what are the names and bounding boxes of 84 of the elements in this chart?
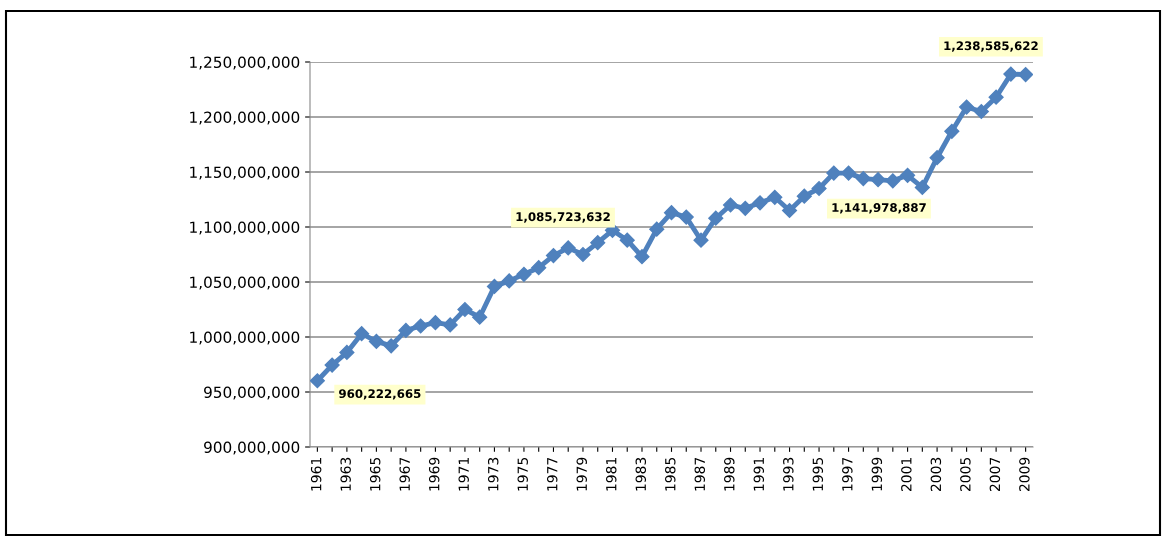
x-tick-label: 1971 — [458, 458, 469, 491]
point — [368, 333, 384, 349]
point — [959, 99, 975, 115]
point — [619, 232, 635, 248]
y-tick-label: 1,100,000,000 — [190, 221, 300, 235]
x-tick-label: 1981 — [606, 458, 617, 491]
point — [324, 357, 340, 373]
point — [870, 172, 886, 188]
point — [737, 200, 753, 216]
x-tick-label: 1989 — [724, 457, 735, 491]
point — [457, 301, 473, 318]
point — [545, 248, 562, 264]
point — [442, 317, 458, 333]
x-tick-label: 1987 — [694, 457, 706, 491]
point — [693, 232, 709, 248]
x-tick-label: 2003 — [930, 457, 942, 492]
point — [752, 195, 768, 211]
x-tick-label: 2005 — [960, 457, 971, 492]
point — [678, 209, 694, 225]
x-tick-label: 1975 — [517, 457, 528, 491]
point — [310, 373, 325, 389]
y-tick-label: 900,000,000 — [204, 441, 300, 455]
point — [590, 235, 606, 251]
x-tick-label: 1985 — [665, 457, 676, 491]
data-label: 1,238,585,622 — [944, 41, 1038, 52]
point — [811, 180, 827, 197]
point — [516, 266, 532, 282]
x-tick-label: 2009 — [1019, 457, 1030, 492]
x-tick-label: 1973 — [487, 457, 499, 491]
data-label: 1,085,723,632 — [516, 212, 610, 223]
point — [973, 103, 989, 120]
point — [885, 173, 901, 189]
data-label: 960,222,665 — [339, 389, 421, 400]
point — [663, 205, 680, 221]
point — [354, 326, 370, 342]
x-tick-label: 1969 — [428, 457, 440, 491]
point — [855, 171, 871, 187]
point — [708, 210, 724, 226]
point — [722, 197, 739, 213]
x-tick-label: 1993 — [783, 457, 794, 491]
x-tick-label: 1961 — [310, 458, 322, 491]
y-tick-label: 1,150,000,000 — [190, 166, 300, 180]
point — [929, 150, 945, 166]
point — [339, 344, 355, 360]
x-tick-label: 1991 — [753, 458, 765, 491]
x-tick-label: 1963 — [340, 457, 351, 491]
point — [781, 202, 798, 219]
x-tick-label: 1979 — [576, 457, 587, 491]
x-tick-label: 1967 — [399, 457, 410, 491]
x-tick-label: 2007 — [989, 457, 1001, 492]
y-tick-label: 950,000,000 — [204, 386, 300, 400]
point — [427, 315, 443, 331]
y-tick-label: 1,050,000,000 — [190, 276, 300, 290]
point — [944, 123, 960, 139]
x-tick-label: 1997 — [842, 457, 853, 491]
x-tick-label: 1965 — [369, 457, 381, 491]
point — [560, 240, 576, 256]
point — [1003, 66, 1019, 82]
y-tick-label: 1,000,000,000 — [190, 331, 300, 345]
data-label: 1,141,978,887 — [832, 203, 926, 214]
x-tick-label: 2001 — [901, 458, 912, 492]
point — [472, 309, 488, 325]
y-tick-label: 1,200,000,000 — [190, 111, 300, 125]
x-tick-label: 1995 — [812, 457, 824, 491]
point — [575, 246, 591, 263]
x-tick-label: 1983 — [635, 457, 647, 491]
x-tick-label: 1999 — [871, 457, 883, 491]
point — [413, 318, 429, 334]
point — [531, 260, 547, 276]
point — [634, 249, 650, 265]
point — [826, 165, 842, 181]
x-tick-label: 1977 — [546, 457, 558, 491]
point — [1018, 66, 1033, 83]
point — [796, 188, 812, 204]
point — [988, 89, 1004, 105]
point — [649, 221, 665, 237]
point — [383, 338, 399, 354]
point — [501, 273, 517, 289]
point — [767, 189, 783, 205]
y-tick-label: 1,250,000,000 — [190, 56, 300, 70]
point — [900, 167, 916, 183]
point — [914, 179, 930, 195]
point — [486, 278, 503, 294]
point — [398, 322, 414, 338]
